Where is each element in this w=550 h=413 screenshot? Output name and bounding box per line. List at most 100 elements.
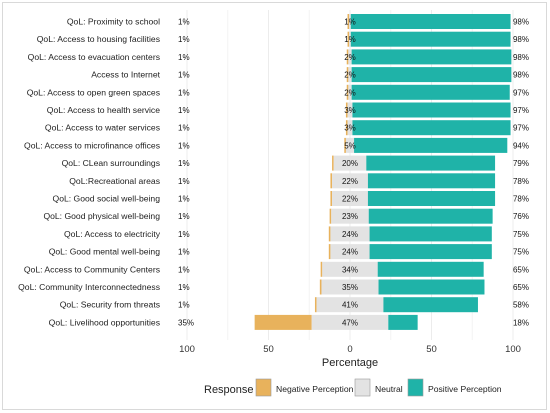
- positive-pct-label: 18%: [513, 318, 529, 327]
- bar-neutral: [316, 297, 384, 313]
- neutral-pct-label: 35%: [342, 283, 358, 292]
- bar-positive: [368, 208, 493, 224]
- bar-negative: [347, 14, 350, 29]
- legend-swatch: [407, 378, 424, 397]
- neutral-pct-label: 3%: [344, 106, 356, 115]
- bar-neutral: [347, 102, 353, 118]
- neutral-pct-label: 5%: [344, 141, 356, 150]
- positive-pct-label: 65%: [513, 283, 529, 292]
- negative-pct-label: 1%: [178, 124, 190, 133]
- negative-pct-label: 1%: [178, 265, 190, 274]
- bar-neutral: [348, 84, 352, 100]
- bar-negative: [330, 191, 333, 206]
- bar-positive: [377, 261, 484, 277]
- x-tick-label: 100: [505, 344, 521, 355]
- bar-positive: [351, 84, 510, 100]
- category-label: QoL: Access to evacuation centers: [28, 52, 160, 62]
- x-tick-label: 0: [347, 344, 352, 355]
- percentage-labels: 1% 1% 98% 1% 1% 98% 1% 2% 98% 1% 2% 98% 1% 2% 97% 1% 3% 9…: [178, 18, 529, 328]
- category-label: QoL: Good physical well-being: [43, 211, 160, 221]
- bar-positive: [366, 155, 496, 171]
- bar-positive: [351, 67, 512, 83]
- bar-neutral: [311, 314, 389, 330]
- category-label: QoL: Livelihood opportunities: [49, 317, 160, 327]
- bar-negative: [347, 31, 350, 47]
- chart-frame: [2, 2, 547, 410]
- positive-pct-label: 98%: [513, 71, 529, 80]
- x-axis-title: Percentage: [322, 357, 378, 369]
- negative-pct-label: 1%: [178, 35, 190, 44]
- positive-pct-label: 98%: [513, 35, 529, 44]
- bar-negative: [344, 137, 346, 153]
- neutral-pct-label: 2%: [344, 88, 356, 97]
- negative-pct-label: 1%: [178, 301, 190, 310]
- bar-positive: [367, 191, 496, 206]
- negative-pct-label: 1%: [178, 106, 190, 115]
- neutral-pct-label: 34%: [342, 265, 358, 274]
- positive-pct-label: 97%: [513, 106, 529, 115]
- negative-pct-label: 1%: [178, 283, 190, 292]
- category-label: QoL: Good mental well-being: [49, 247, 161, 257]
- neutral-pct-label: 1%: [344, 35, 356, 44]
- bar-negative: [346, 49, 349, 65]
- bar-negative: [346, 84, 349, 100]
- neutral-pct-label: 24%: [342, 248, 358, 257]
- negative-pct-label: 1%: [178, 177, 190, 186]
- x-tick-label: 50: [426, 344, 437, 355]
- category-label: QoL: Access to electricity: [64, 229, 161, 239]
- bar-neutral: [321, 279, 379, 295]
- category-label: QoL: Proximity to school: [67, 17, 160, 27]
- legend-label: Neutral: [375, 384, 403, 394]
- bar-neutral: [332, 191, 368, 206]
- legend-swatch: [255, 378, 272, 397]
- negative-pct-label: 1%: [178, 230, 190, 239]
- bar-positive: [350, 31, 511, 47]
- neutral-pct-label: 22%: [342, 195, 358, 204]
- x-tick-label: 50: [263, 344, 274, 355]
- negative-pct-label: 1%: [178, 18, 190, 27]
- bar-negative: [254, 314, 312, 330]
- bar-neutral: [347, 120, 353, 136]
- category-label: QoL: Access to Community Centers: [24, 264, 160, 274]
- category-labels: QoL: Proximity to school QoL: Access to h…: [18, 17, 161, 328]
- bar-neutral: [333, 155, 367, 171]
- category-label: QoL:Recreational areas: [69, 176, 160, 186]
- bar-positive: [354, 137, 508, 153]
- bar-neutral: [330, 226, 370, 242]
- neutral-pct-label: 2%: [344, 71, 356, 80]
- neutral-pct-label: 23%: [342, 212, 358, 221]
- bar-positive: [352, 102, 511, 118]
- bar-negative: [346, 67, 349, 83]
- bar-positive: [378, 279, 485, 295]
- legend-label: Positive Perception: [428, 384, 502, 394]
- category-label: QoL: Access to water services: [45, 123, 160, 133]
- bar-positive: [352, 120, 511, 136]
- negative-pct-label: 1%: [178, 248, 190, 257]
- negative-pct-label: 35%: [178, 318, 194, 327]
- bar-negative: [329, 208, 332, 224]
- bar-neutral: [322, 261, 378, 277]
- category-label: Access to Internet: [91, 70, 160, 80]
- bar-positive: [369, 244, 492, 260]
- negative-pct-label: 1%: [178, 53, 190, 62]
- bar-positive: [369, 226, 492, 242]
- category-label: QoL: Access to housing facilities: [37, 34, 160, 44]
- bar-positive: [383, 297, 478, 313]
- bar-negative: [332, 155, 334, 171]
- positive-pct-label: 78%: [513, 195, 529, 204]
- bar-neutral: [330, 244, 370, 260]
- bar-neutral: [349, 14, 351, 29]
- negative-pct-label: 1%: [178, 195, 190, 204]
- positive-pct-label: 98%: [513, 53, 529, 62]
- bar-positive: [350, 14, 511, 29]
- bar-negative: [345, 102, 348, 118]
- negative-pct-label: 1%: [178, 71, 190, 80]
- bar-negative: [320, 261, 323, 277]
- bar-positive: [367, 173, 496, 189]
- positive-pct-label: 97%: [513, 124, 529, 133]
- bar-neutral: [331, 208, 369, 224]
- bars: [254, 14, 512, 330]
- category-label: QoL: Security from threats: [60, 300, 160, 310]
- negative-pct-label: 1%: [178, 212, 190, 221]
